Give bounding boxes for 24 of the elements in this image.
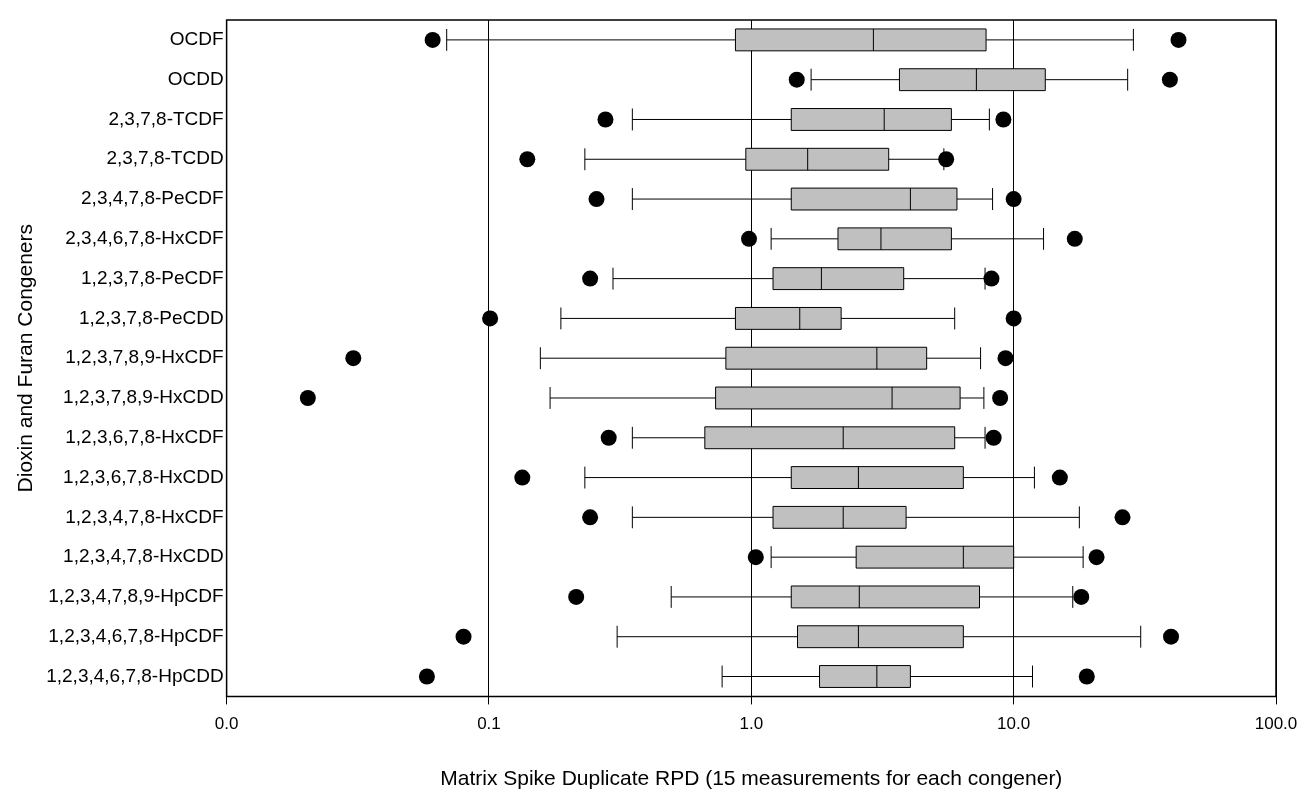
y-tick-label: 2,3,7,8-TCDF bbox=[108, 107, 224, 129]
y-tick-label: 1,2,3,7,8,9-HxCDD bbox=[63, 386, 224, 408]
y-tick-label: 2,3,4,6,7,8-HxCDF bbox=[65, 227, 224, 249]
y-tick-label: 1,2,3,7,8,9-HxCDF bbox=[65, 346, 224, 368]
y-tick-label: 1,2,3,4,7,8,9-HpCDF bbox=[48, 585, 224, 607]
y-tick-label: 1,2,3,6,7,8-HxCDF bbox=[65, 426, 224, 448]
y-axis-title: Dioxin and Furan Congeners bbox=[13, 223, 37, 493]
y-tick-label: OCDF bbox=[169, 28, 224, 50]
x-tick-label: 10.0 bbox=[997, 714, 1031, 734]
x-tick-label: 1.0 bbox=[739, 714, 764, 734]
y-tick-label: 1,2,3,4,6,7,8-HpCDF bbox=[48, 624, 224, 646]
y-tick-label: 1,2,3,7,8-PeCDD bbox=[78, 306, 224, 328]
y-tick-label: OCDD bbox=[167, 67, 224, 89]
y-tick-label: 2,3,4,7,8-PeCDF bbox=[81, 187, 224, 209]
x-tick-label: 0.0 bbox=[214, 714, 239, 734]
x-tick-label: 0.1 bbox=[477, 714, 501, 734]
y-tick-label: 1,2,3,4,7,8-HxCDD bbox=[63, 545, 224, 567]
y-tick-label: 1,2,3,4,6,7,8-HpCDD bbox=[46, 664, 224, 686]
y-tick-label: 2,3,7,8-TCDD bbox=[106, 147, 224, 169]
y-tick-label: 1,2,3,7,8-PeCDF bbox=[81, 266, 224, 288]
y-tick-label: 1,2,3,4,7,8-HxCDF bbox=[65, 505, 224, 527]
y-tick-label: 1,2,3,6,7,8-HxCDD bbox=[63, 465, 224, 487]
x-tick-label: 100.0 bbox=[1254, 714, 1298, 734]
x-axis-title: Matrix Spike Duplicate RPD (15 measurements for each congener) bbox=[440, 766, 1063, 790]
